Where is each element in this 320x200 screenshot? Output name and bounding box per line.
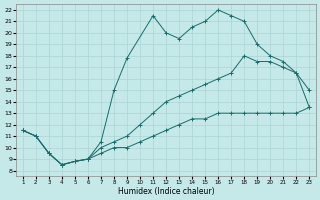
- X-axis label: Humidex (Indice chaleur): Humidex (Indice chaleur): [118, 187, 214, 196]
